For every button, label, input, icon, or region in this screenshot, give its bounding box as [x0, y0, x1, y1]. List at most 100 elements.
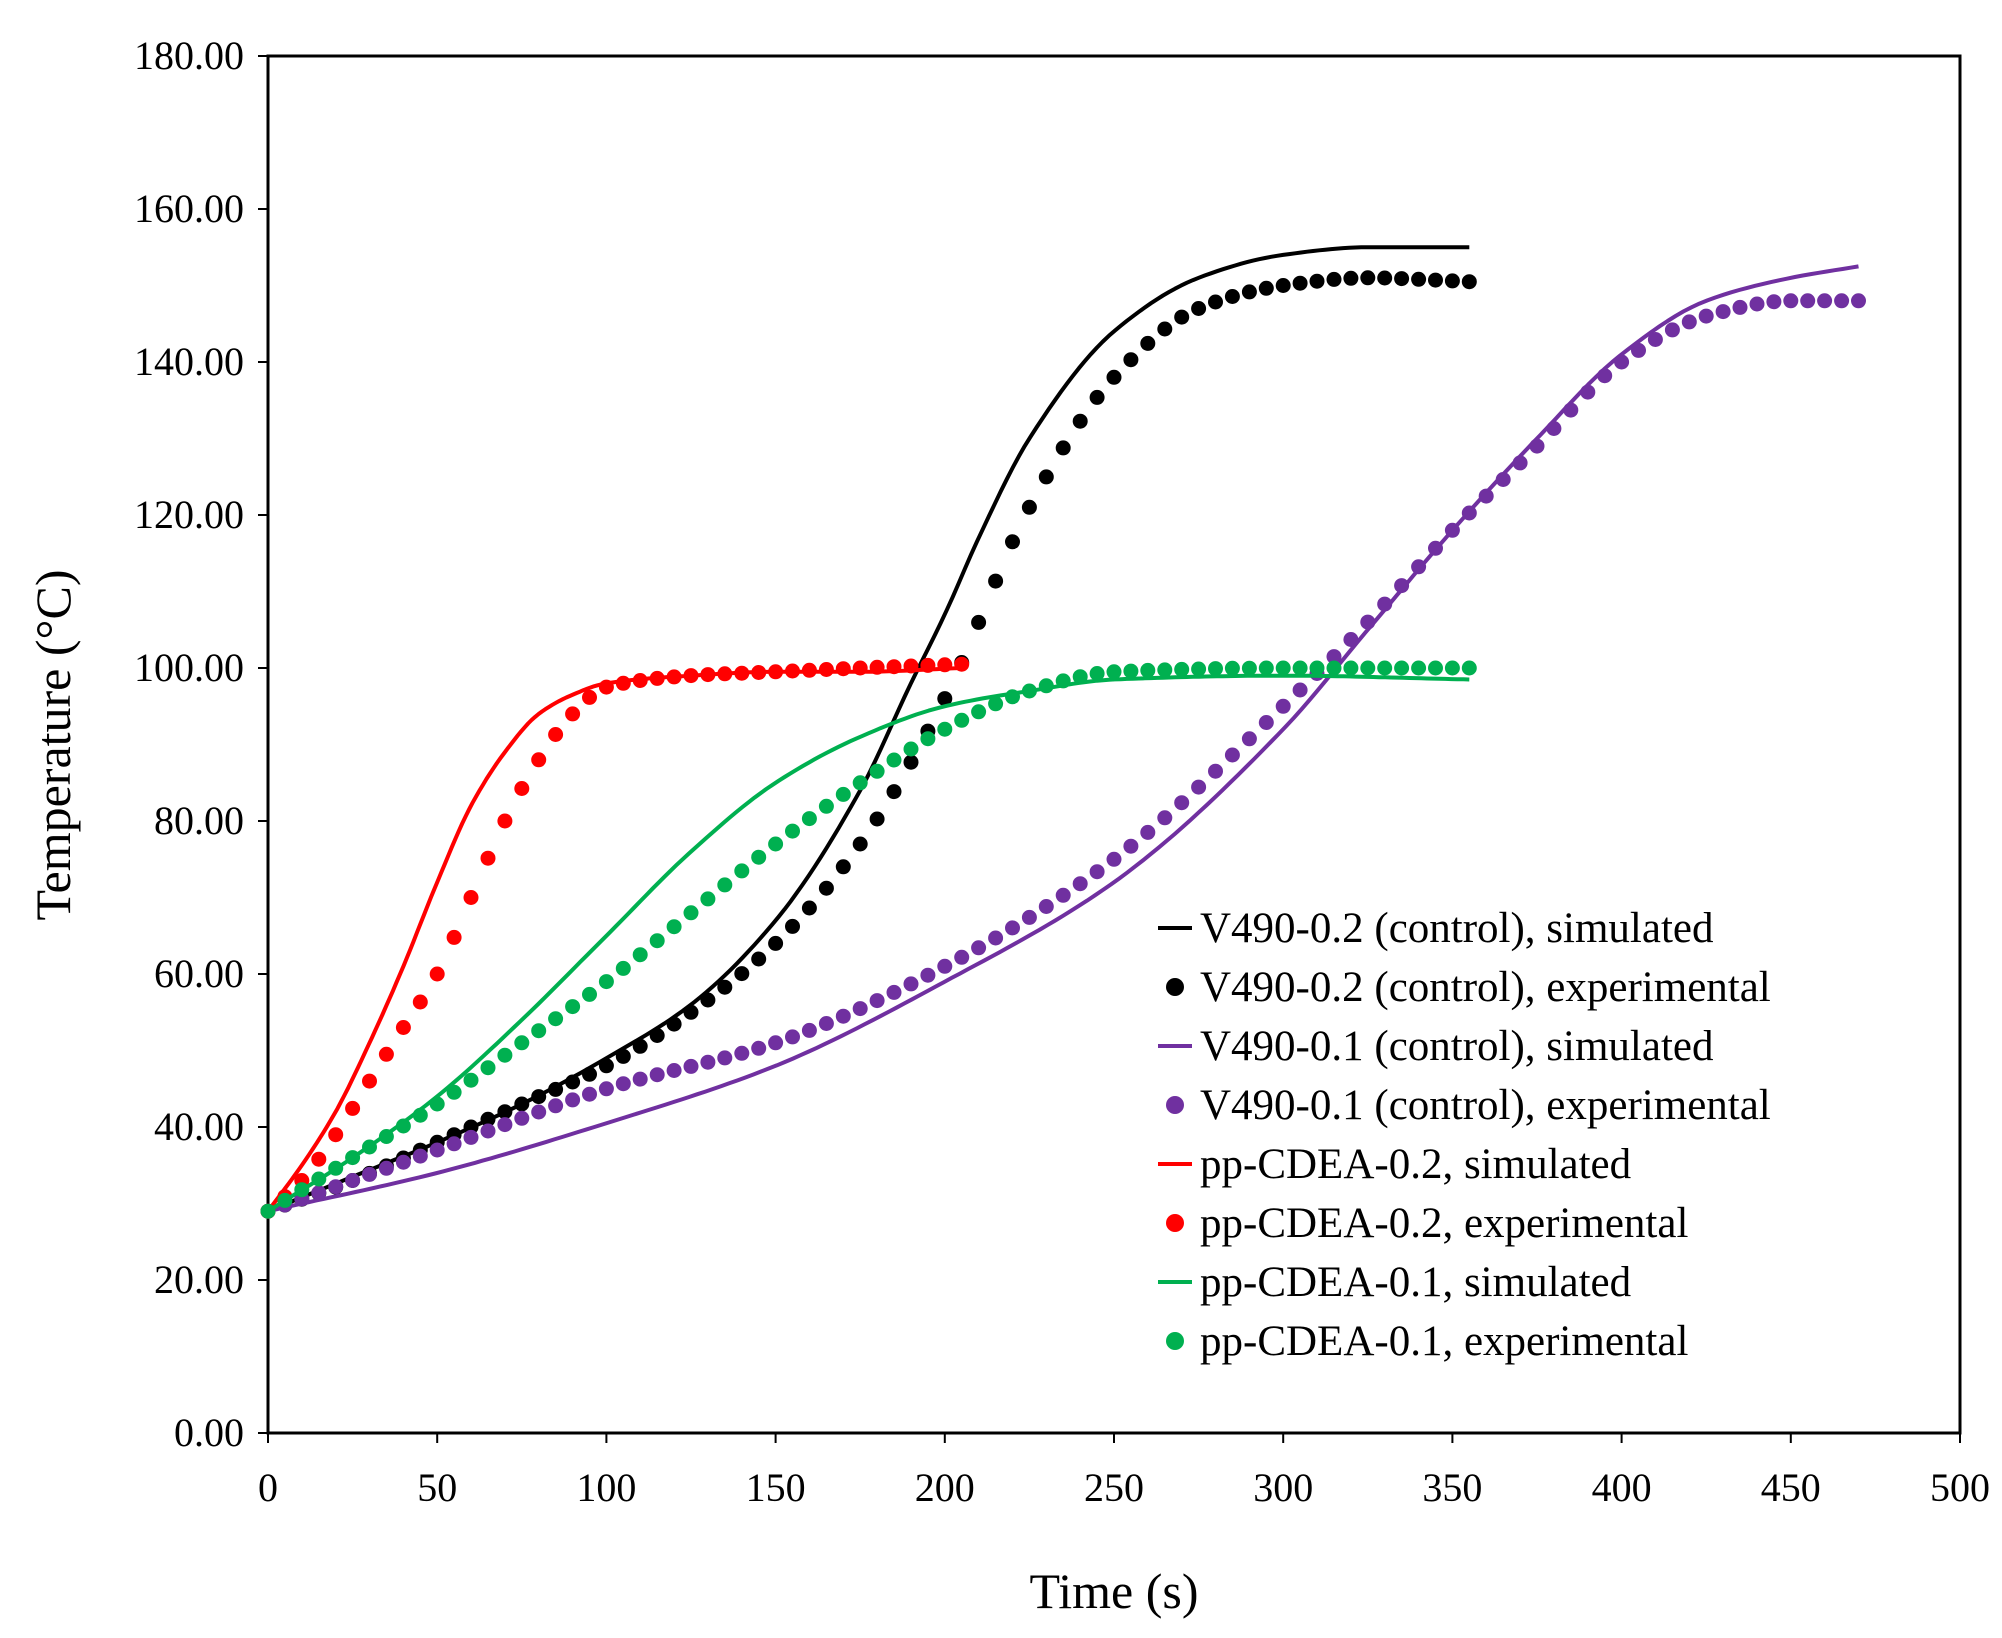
series-point: [395, 1020, 411, 1035]
series-point: [1444, 660, 1460, 676]
series-point: [971, 704, 987, 720]
series-point: [717, 666, 733, 682]
x-axis-title: Time (s): [1029, 1563, 1198, 1619]
series-v490-0-2-control-experimental: [260, 270, 1477, 1219]
series-point: [801, 811, 817, 827]
series-point: [497, 813, 513, 829]
series-point: [480, 1111, 496, 1127]
series-point: [1326, 649, 1342, 665]
series-point: [937, 958, 953, 974]
series-line: [267, 264, 1859, 1214]
series-point: [429, 1142, 445, 1158]
series-point: [632, 947, 648, 963]
series-point: [1546, 421, 1562, 436]
series-point: [328, 1160, 344, 1176]
series-point: [345, 1100, 361, 1116]
series-pp-cdea-0-2-simulated: [266, 666, 962, 1213]
series-point: [1157, 321, 1173, 337]
series-point: [666, 1016, 682, 1032]
series-line: [266, 666, 962, 1213]
series-point: [1072, 413, 1088, 429]
series-point: [1224, 289, 1240, 304]
series-point: [852, 836, 868, 852]
series-point: [463, 890, 479, 905]
series-point: [869, 811, 885, 827]
series-point: [700, 891, 716, 907]
series-point: [1512, 455, 1528, 471]
series-point: [632, 1071, 648, 1087]
series-point: [1732, 299, 1748, 315]
x-tick-label: 400: [1592, 1465, 1652, 1510]
series-point: [582, 1086, 597, 1102]
series-point: [463, 1072, 479, 1088]
series-point: [818, 1016, 834, 1031]
legend-label: pp-CDEA-0.1, experimental: [1200, 1318, 1688, 1365]
series-point: [582, 1066, 597, 1082]
series-point: [1106, 369, 1122, 385]
legend-label: V490-0.1 (control), experimental: [1200, 1082, 1771, 1129]
series-point: [751, 849, 767, 865]
y-tick-label: 0.00: [174, 1410, 244, 1455]
legend-item: V490-0.1 (control), simulated: [1158, 1023, 1714, 1070]
series-point: [463, 1129, 479, 1145]
series-point: [412, 1148, 428, 1164]
legend: V490-0.2 (control), simulated V490-0.2 (c…: [1158, 905, 1771, 1365]
series-point: [1055, 887, 1071, 903]
legend-item: V490-0.1 (control), experimental: [1166, 1082, 1771, 1129]
legend-label: pp-CDEA-0.2, simulated: [1200, 1141, 1631, 1188]
series-point: [395, 1154, 411, 1170]
series-point: [1123, 663, 1139, 679]
y-tick-label: 120.00: [134, 492, 244, 537]
x-tick-label: 500: [1930, 1465, 1990, 1510]
series-point: [548, 1011, 564, 1027]
series-point: [1241, 731, 1257, 747]
series-point: [818, 798, 834, 814]
legend-item: pp-CDEA-0.2, simulated: [1158, 1141, 1631, 1188]
series-point: [1174, 309, 1190, 325]
series-point: [531, 1089, 547, 1105]
series-point: [869, 993, 885, 1009]
series-point: [852, 1001, 868, 1017]
x-tick-label: 250: [1084, 1465, 1144, 1510]
series-point: [666, 919, 682, 935]
series-point: [903, 754, 919, 770]
series-point: [1174, 661, 1190, 677]
series-point: [632, 1038, 648, 1054]
series-point: [1326, 271, 1342, 287]
series-point: [615, 1076, 631, 1092]
y-tick-label: 140.00: [134, 339, 244, 384]
series-point: [480, 850, 496, 866]
legend-item: V490-0.2 (control), simulated: [1158, 905, 1714, 952]
x-tick-label: 50: [417, 1465, 457, 1510]
series-point: [1461, 274, 1477, 290]
series-point: [1309, 273, 1325, 289]
series-point: [1428, 272, 1443, 288]
series-point: [1241, 660, 1257, 676]
series-point: [1394, 660, 1410, 676]
series-point: [801, 662, 817, 678]
series-point: [1157, 810, 1173, 826]
series-point: [1140, 662, 1156, 678]
series-point: [734, 1045, 750, 1061]
series-point: [1597, 368, 1613, 384]
series-point: [1461, 505, 1477, 521]
series-point: [1800, 293, 1816, 309]
series-point: [362, 1139, 377, 1155]
series-point: [1021, 499, 1037, 515]
series-point: [751, 951, 767, 967]
series-point: [1275, 698, 1291, 714]
series-point: [1191, 301, 1207, 316]
series-point: [1529, 438, 1545, 454]
series-point: [1123, 352, 1139, 368]
series-point: [1360, 270, 1376, 286]
y-axis-title: Temperature (°C): [25, 569, 81, 920]
series-point: [717, 979, 733, 995]
series-point: [768, 935, 784, 951]
series-point: [1292, 682, 1308, 698]
series-point: [717, 1050, 733, 1066]
series-pp-cdea-0-2-experimental: [260, 656, 970, 1219]
series-point: [1055, 440, 1071, 456]
series-point: [582, 986, 597, 1002]
series-point: [565, 1092, 581, 1108]
series-point: [666, 1063, 682, 1078]
